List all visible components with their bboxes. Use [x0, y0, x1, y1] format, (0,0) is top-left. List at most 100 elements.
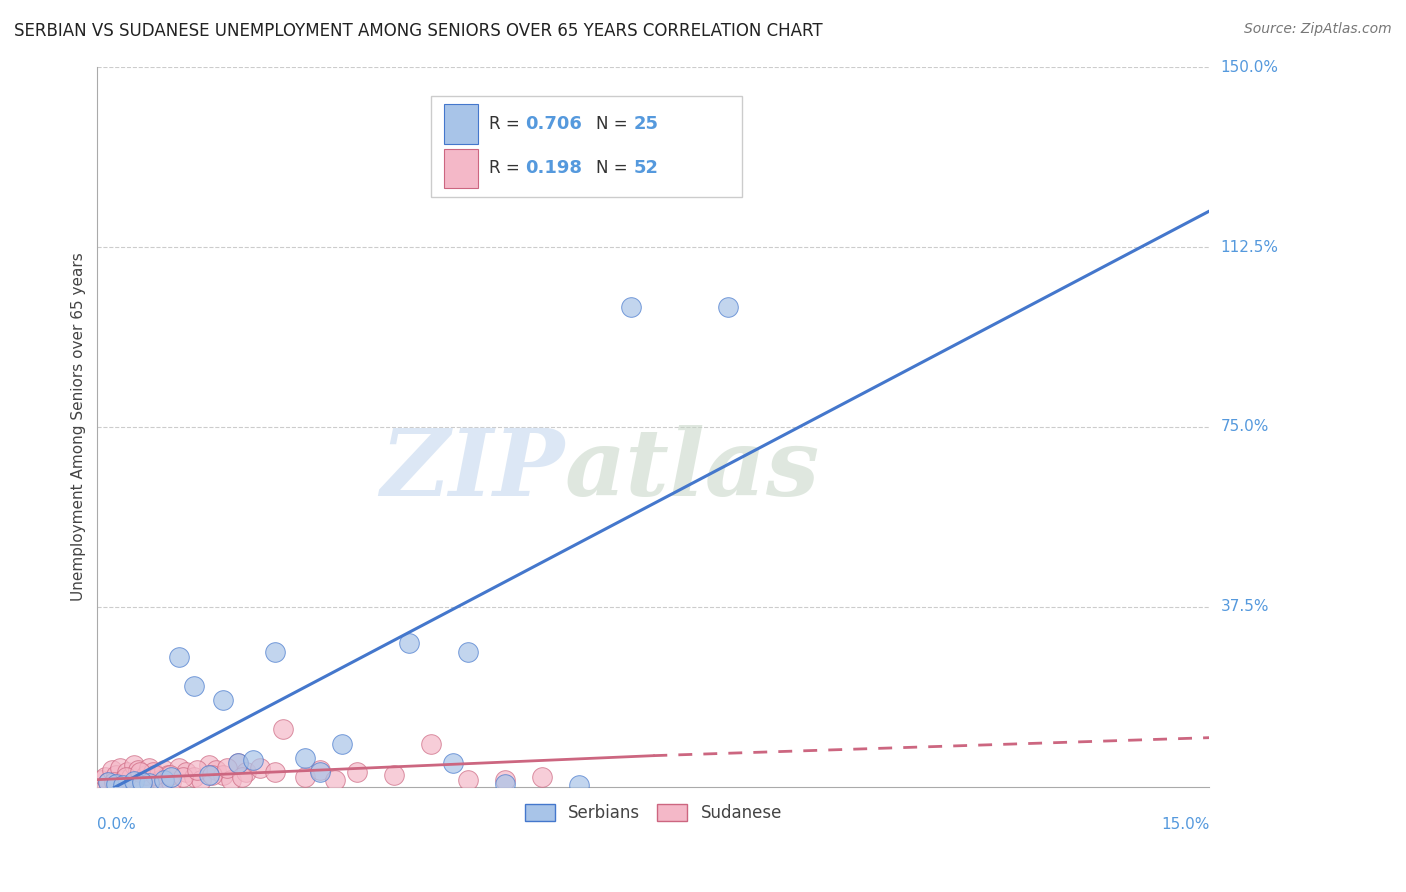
Point [226, 756, 249, 770]
Point [457, 772, 479, 787]
Point [112, 778, 135, 792]
Point [494, 772, 516, 787]
Text: 52: 52 [633, 160, 658, 178]
Text: ZIP: ZIP [380, 425, 564, 516]
Point [441, 756, 464, 770]
Point [104, 777, 127, 791]
Point [242, 754, 264, 768]
Point [131, 775, 153, 789]
Point [217, 761, 239, 775]
Point [167, 650, 190, 665]
Point [531, 770, 554, 784]
Point [138, 776, 160, 790]
Point [271, 723, 294, 737]
Point [197, 758, 219, 772]
Point [201, 768, 224, 782]
Text: 15.0%: 15.0% [1161, 817, 1209, 832]
Text: Source: ZipAtlas.com: Source: ZipAtlas.com [1244, 22, 1392, 37]
FancyBboxPatch shape [432, 95, 742, 196]
Text: 112.5%: 112.5% [1220, 240, 1278, 254]
Point [127, 763, 149, 777]
Point [398, 636, 420, 650]
Point [153, 772, 176, 787]
Point [156, 768, 179, 782]
Point [103, 775, 125, 789]
Point [186, 763, 208, 777]
Text: 0.198: 0.198 [526, 160, 582, 178]
Point [308, 763, 330, 777]
Point [219, 772, 242, 787]
Point [205, 763, 228, 777]
Point [212, 768, 235, 782]
Point [226, 756, 249, 770]
Point [323, 772, 346, 787]
Point [112, 772, 135, 787]
Point [167, 761, 190, 775]
Text: 0.0%: 0.0% [97, 817, 136, 832]
Point [159, 768, 181, 782]
Point [308, 765, 330, 780]
Point [294, 751, 316, 765]
Text: 25: 25 [633, 115, 658, 133]
Point [101, 763, 124, 777]
Point [420, 737, 443, 751]
Point [124, 758, 146, 772]
Text: 37.5%: 37.5% [1220, 599, 1270, 615]
Point [716, 300, 738, 314]
Text: N =: N = [596, 160, 633, 178]
Point [153, 763, 176, 777]
Point [294, 770, 316, 784]
Point [131, 775, 153, 789]
Point [172, 770, 194, 784]
Point [330, 737, 353, 751]
Point [235, 765, 257, 780]
Point [129, 765, 152, 780]
Point [176, 765, 198, 780]
Point [104, 768, 127, 782]
Legend: Serbians, Sudanese: Serbians, Sudanese [519, 797, 789, 829]
Point [138, 761, 160, 775]
Point [97, 775, 120, 789]
Point [264, 765, 287, 780]
Point [124, 774, 146, 789]
Point [94, 770, 117, 784]
Point [143, 768, 166, 782]
Point [346, 765, 368, 780]
Point [197, 768, 219, 782]
Text: SERBIAN VS SUDANESE UNEMPLOYMENT AMONG SENIORS OVER 65 YEARS CORRELATION CHART: SERBIAN VS SUDANESE UNEMPLOYMENT AMONG S… [14, 22, 823, 40]
Text: 150.0%: 150.0% [1220, 60, 1278, 75]
Point [149, 772, 172, 787]
Text: N =: N = [596, 115, 633, 133]
Point [145, 770, 167, 784]
Point [160, 770, 183, 784]
Point [190, 772, 212, 787]
Text: atlas: atlas [564, 425, 820, 516]
Point [90, 772, 112, 787]
Text: 75.0%: 75.0% [1220, 419, 1268, 434]
Point [183, 679, 205, 693]
Point [135, 768, 157, 782]
Point [160, 775, 183, 789]
Point [457, 645, 479, 659]
Point [97, 775, 120, 789]
Point [231, 770, 253, 784]
Point [620, 300, 643, 314]
Point [142, 765, 165, 780]
Text: 0.706: 0.706 [526, 115, 582, 133]
Point [568, 778, 591, 792]
Point [114, 770, 136, 784]
FancyBboxPatch shape [444, 149, 478, 188]
Point [212, 693, 235, 707]
Text: R =: R = [489, 160, 524, 178]
Point [108, 761, 131, 775]
Point [183, 770, 205, 784]
Point [120, 770, 142, 784]
Text: R =: R = [489, 115, 524, 133]
Point [382, 768, 405, 782]
Y-axis label: Unemployment Among Seniors over 65 years: Unemployment Among Seniors over 65 years [72, 252, 86, 601]
Point [494, 777, 516, 791]
Point [264, 645, 287, 659]
FancyBboxPatch shape [444, 104, 478, 144]
Point [249, 761, 271, 775]
Point [115, 765, 138, 780]
